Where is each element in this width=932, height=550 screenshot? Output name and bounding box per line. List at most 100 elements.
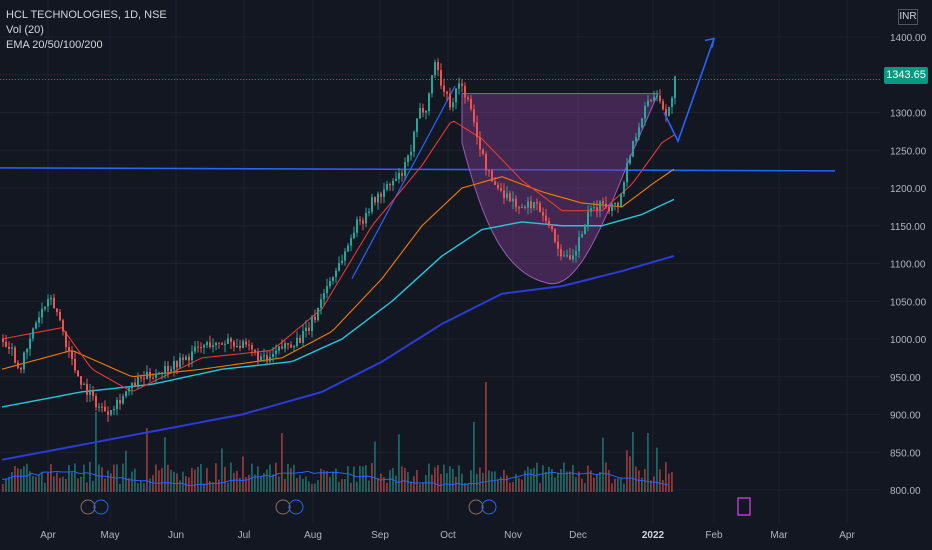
ema-indicator-label[interactable]: EMA 20/50/100/200 [6, 39, 103, 51]
candle-body [173, 361, 175, 370]
candle-body [602, 201, 604, 204]
time-tick-label: Apr [40, 530, 56, 541]
volume-bar [545, 471, 547, 492]
candle-body [527, 201, 529, 208]
candle-body [176, 361, 178, 368]
earnings-marker-icon [80, 499, 96, 515]
projection-arrow[interactable] [663, 37, 716, 144]
candle-body [236, 346, 238, 348]
candle-body [368, 211, 370, 214]
candle-body [53, 297, 55, 309]
time-tick-label: Mar [770, 530, 788, 541]
volume-bar [44, 482, 46, 492]
volume-bar [572, 465, 574, 492]
volume-bar [539, 483, 541, 492]
candle-body [401, 173, 403, 176]
volume-bar [152, 475, 154, 492]
candle-body [392, 180, 394, 186]
candle-body [23, 352, 25, 370]
volume-indicator-label[interactable]: Vol (20) [6, 24, 44, 36]
price-tick-label: 1200.00 [890, 184, 927, 195]
candle-body [551, 225, 553, 230]
horizontal-trendline[interactable] [0, 79, 880, 172]
volume-bar [146, 428, 148, 492]
candle-body [473, 109, 475, 123]
candle-body [212, 345, 214, 348]
volume-bar [506, 475, 508, 492]
ema100-line [1, 198, 675, 408]
volume-bar [89, 461, 91, 492]
ema200-line [1, 254, 675, 461]
candle-body [248, 344, 250, 346]
candle-body [470, 98, 472, 110]
candle-body [521, 206, 523, 209]
cup-and-handle-drawing[interactable] [351, 85, 659, 285]
candle-body [206, 342, 208, 346]
volume-bar [155, 464, 157, 492]
grid [0, 0, 880, 522]
candle-body [356, 219, 358, 233]
candle-body [584, 224, 586, 235]
volume-bar [248, 474, 250, 492]
candle-body [50, 297, 52, 300]
volume-bar [272, 474, 274, 492]
volume-bar [17, 468, 19, 492]
volume-bar [26, 463, 28, 492]
volume-bar [278, 476, 280, 492]
candle-body [371, 197, 373, 212]
ema-lines [1, 120, 675, 461]
volume-bar [206, 468, 208, 492]
volume-bar [8, 476, 10, 492]
candle-body [266, 355, 268, 362]
candle-body [137, 377, 139, 388]
volume-bar [368, 480, 370, 492]
candle-body [479, 137, 481, 150]
volume-bar [665, 462, 667, 492]
candle-body [599, 201, 601, 210]
candle-body [626, 163, 628, 183]
candle-body [149, 371, 151, 378]
volume-bar [461, 473, 463, 492]
candle-body [101, 406, 103, 408]
volume-bar [413, 476, 415, 492]
volume-bar [617, 478, 619, 492]
candle-body [59, 311, 61, 321]
candle-body [317, 307, 319, 321]
volume-bar [560, 469, 562, 492]
candle-body [245, 341, 247, 345]
time-axis[interactable]: Apr May Jun Jul Aug Sep Oct Nov Dec 2022 Feb Mar Apr [40, 530, 855, 541]
candle-body [155, 373, 157, 378]
candle-body [17, 362, 19, 368]
candle-body [83, 383, 85, 385]
volume-bar [518, 477, 520, 492]
price-axis[interactable]: 800.00 850.00 900.00 950.00 1000.00 1050.00 11… [890, 33, 927, 497]
candle-body [566, 255, 568, 257]
candle-body [80, 376, 82, 385]
candle-body [263, 355, 265, 357]
volume-bar [23, 466, 25, 492]
volume-bar [524, 470, 526, 492]
volume-bar [596, 474, 598, 492]
volume-bar [41, 471, 43, 492]
volume-bar [197, 466, 199, 492]
volume-bar [590, 470, 592, 492]
candle-body [413, 131, 415, 152]
candle-body [497, 184, 499, 189]
volume-bar [611, 483, 613, 492]
volume-bar [374, 441, 376, 492]
candle-body [146, 371, 148, 380]
candle-body [71, 351, 73, 359]
candle-body [569, 255, 571, 260]
volume-bar [257, 466, 259, 492]
volume-bar [599, 472, 601, 492]
price-tick-label: 1150.00 [890, 222, 926, 233]
volume-bar [137, 483, 139, 492]
symbol-title[interactable]: HCL TECHNOLOGIES, 1D, NSE [6, 9, 167, 21]
volume-bar [242, 456, 244, 492]
volume-bar [446, 473, 448, 492]
currency-unit[interactable]: INR [898, 9, 918, 25]
candle-body [407, 155, 409, 163]
earnings-markers[interactable] [80, 497, 751, 516]
